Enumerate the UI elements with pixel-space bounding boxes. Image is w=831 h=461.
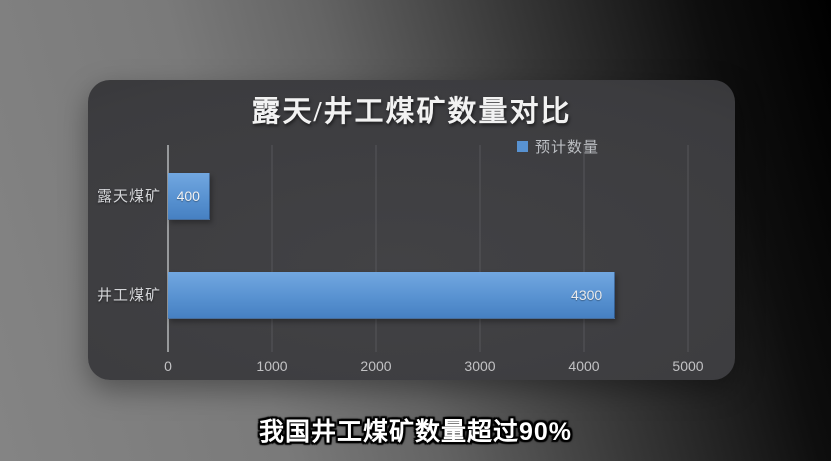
- bar-underground-mines: 4300: [168, 272, 616, 319]
- plot-area: 400 4300 露天煤矿 井工煤矿 0 1000 2000 3000 4000 5000: [97, 145, 704, 374]
- gridline: [583, 145, 585, 352]
- bar-value-label: 4300: [571, 287, 603, 303]
- chart-panel: 露天/井工煤矿数量对比 预计数量 400 4300 露天煤矿 井工煤矿 0 100…: [88, 80, 735, 380]
- category-label-open-pit: 露天煤矿: [96, 188, 161, 205]
- chart-title: 露天/井工煤矿数量对比: [251, 96, 572, 128]
- gridline: [479, 145, 481, 352]
- gridline: [271, 145, 273, 352]
- x-tick-label: 3000: [464, 358, 496, 374]
- gridline: [687, 145, 689, 352]
- subtitle-caption: 我国井工煤矿数量超过90%: [258, 418, 573, 446]
- gridline: [375, 145, 377, 352]
- bar-open-pit-mines: 400: [168, 173, 210, 220]
- legend-swatch-icon: [517, 141, 528, 152]
- x-tick-label: 1000: [256, 358, 288, 374]
- x-tick-label: 5000: [672, 358, 704, 374]
- x-tick-label: 4000: [568, 358, 600, 374]
- chart-legend: 预计数量: [517, 136, 599, 157]
- y-axis-line: [167, 145, 169, 352]
- x-tick-label: 0: [164, 358, 172, 374]
- x-tick-label: 2000: [360, 358, 392, 374]
- bar-value-label: 400: [176, 188, 200, 204]
- legend-label: 预计数量: [535, 139, 600, 156]
- category-label-underground: 井工煤矿: [96, 287, 161, 304]
